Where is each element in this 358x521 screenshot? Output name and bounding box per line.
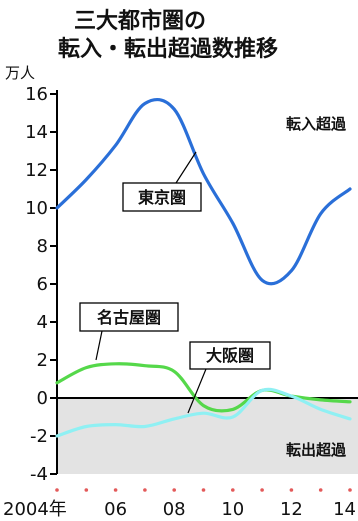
negative-region-label: 転出超過 (286, 441, 347, 459)
y-tick-label: 2 (37, 350, 48, 371)
series-label-osaka: 大阪圏 (187, 341, 271, 414)
y-tick-label: 12 (25, 160, 48, 181)
x-tick-label: 06 (104, 499, 127, 520)
x-year-dot (260, 488, 264, 492)
y-tick-label: -2 (30, 426, 48, 447)
x-year-dot (201, 488, 206, 492)
x-tick-label: 10 (221, 499, 244, 520)
x-year-dot (143, 488, 147, 492)
x-year-dot (113, 488, 118, 492)
x-tick-label: 2004年 (3, 499, 67, 520)
y-tick-label: 14 (25, 122, 48, 143)
x-year-dot (84, 488, 89, 492)
series-label-osaka-text: 大阪圏 (206, 346, 254, 365)
y-tick-label: 6 (37, 274, 48, 295)
negative-region-band (57, 398, 358, 474)
series-line-1 (55, 362, 352, 413)
series-line-2 (55, 387, 352, 438)
series-label-nagoya: 名古屋圏 (79, 302, 179, 361)
series-line-0 (55, 97, 352, 286)
x-year-dot (289, 488, 294, 492)
series-label-tokyo: 東京圏 (122, 151, 202, 212)
chart-title-line-2: 転入・転出超過数推移 (58, 36, 278, 62)
series-label-nagoya-text: 名古屋圏 (97, 308, 161, 327)
positive-region-label: 転入超過 (286, 115, 347, 133)
y-tick-label: 10 (25, 198, 48, 219)
y-tick-label: -4 (30, 464, 48, 485)
y-tick-label: 4 (37, 312, 48, 333)
x-tick-label: 14 (333, 499, 356, 520)
x-year-dot (348, 488, 352, 492)
y-tick-label: 0 (37, 388, 48, 409)
x-tick-label: 12 (280, 499, 303, 520)
x-tick-label: 08 (163, 499, 186, 520)
x-year-dot (231, 488, 235, 492)
x-axis-dots (55, 488, 352, 492)
chart-title-line-1: 三大都市圏の (74, 8, 206, 34)
x-year-dot (172, 488, 176, 492)
series-lines (55, 97, 352, 438)
y-axis-unit-label: 万人 (5, 64, 35, 82)
series-label-tokyo-text: 東京圏 (138, 188, 186, 207)
y-axis-ticks: 16 14 12 10 8 6 4 2 0 -2 -4 (25, 84, 57, 485)
x-axis-ticks: 2004年 06 08 10 12 14 (3, 499, 356, 520)
x-year-dot (55, 488, 59, 492)
y-tick-label: 8 (37, 236, 48, 257)
y-tick-label: 16 (25, 84, 48, 105)
x-year-dot (318, 488, 323, 492)
